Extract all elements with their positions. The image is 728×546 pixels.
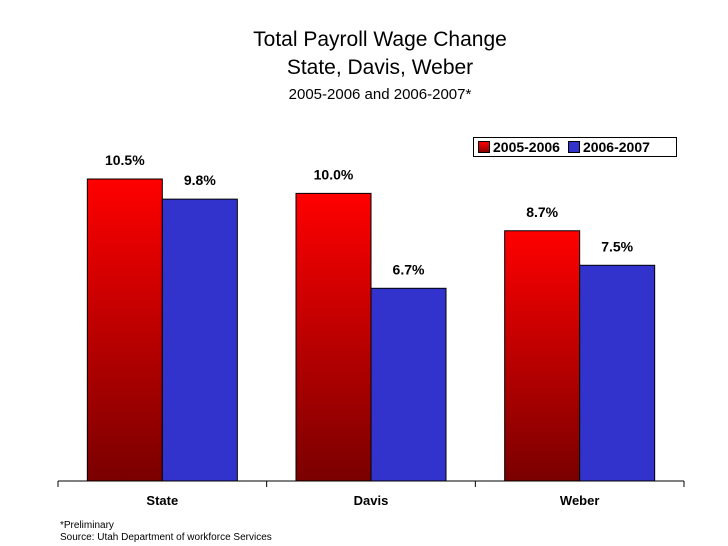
chart-period: 2005-2006 and 2006-2007* bbox=[288, 86, 472, 103]
bar-davis-2005-2006 bbox=[295, 192, 372, 482]
chart-legend: 2005-2006 2006-2007 bbox=[473, 137, 677, 157]
footnote-source: Source: Utah Department of workforce Ser… bbox=[60, 532, 272, 543]
x-tick-label: State bbox=[146, 493, 178, 508]
chart-title: Total Payroll Wage Change bbox=[253, 28, 507, 51]
footnote-preliminary: *Preliminary bbox=[60, 520, 114, 531]
bar-weber-2005-2006 bbox=[504, 230, 581, 482]
data-label: 6.7% bbox=[393, 261, 425, 277]
data-label: 10.5% bbox=[105, 152, 145, 168]
data-label: 7.5% bbox=[601, 238, 633, 254]
bar-weber-2006-2007 bbox=[579, 264, 656, 482]
data-label: 8.7% bbox=[526, 204, 558, 220]
bar-davis-2006-2007 bbox=[370, 287, 447, 482]
chart-subtitle: State, Davis, Weber bbox=[286, 56, 474, 79]
data-label: 10.0% bbox=[314, 166, 354, 182]
legend-label: 2006-2007 bbox=[582, 139, 650, 155]
legend-item-2006-2007: 2006-2007 bbox=[567, 139, 650, 155]
x-tick-label: Weber bbox=[560, 493, 600, 508]
legend-swatch-red bbox=[478, 141, 490, 153]
legend-label: 2005-2006 bbox=[493, 139, 560, 155]
legend-item-2005-2006: 2005-2006 bbox=[478, 139, 560, 155]
bar-state-2006-2007 bbox=[161, 198, 238, 482]
data-label: 9.8% bbox=[184, 172, 216, 188]
x-tick-label: Davis bbox=[354, 493, 389, 508]
legend-swatch-blue bbox=[567, 141, 580, 153]
bar-state-2005-2006 bbox=[86, 178, 163, 482]
